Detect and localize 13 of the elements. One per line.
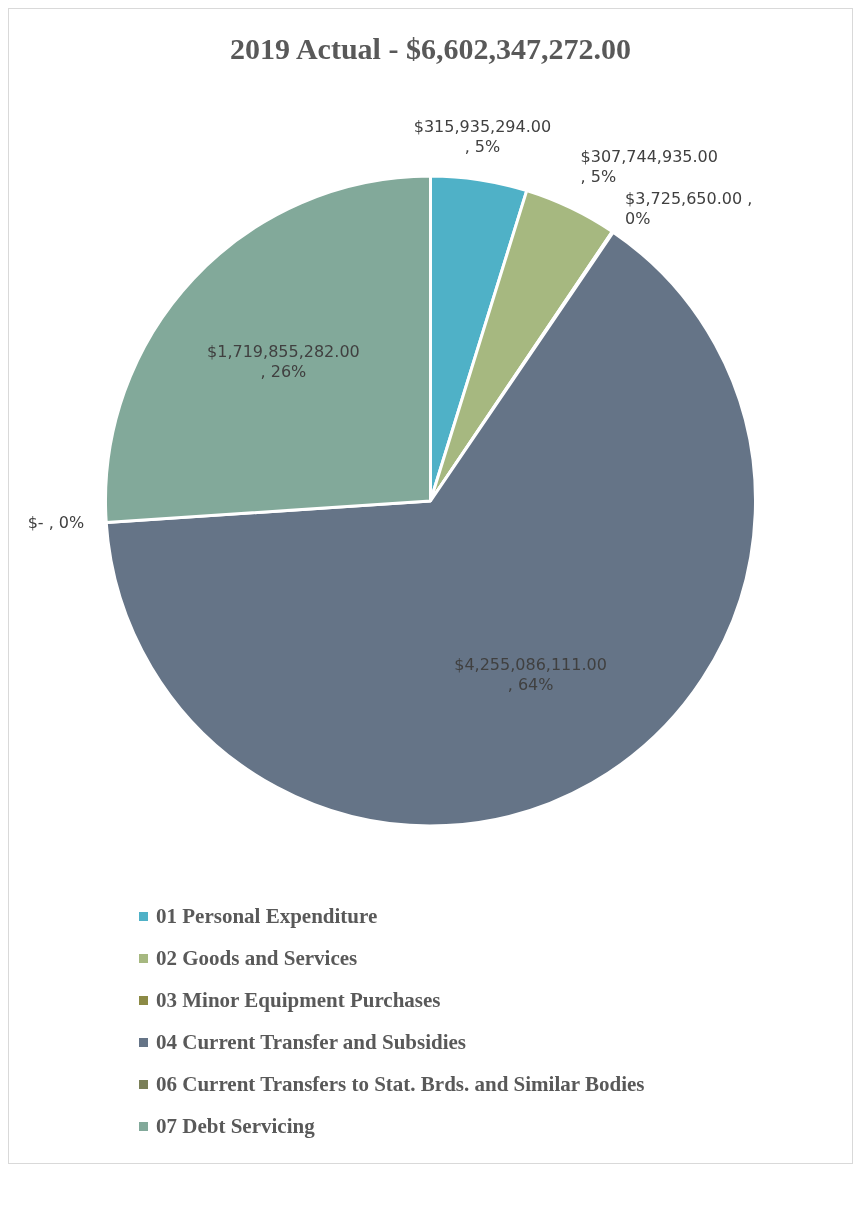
text: $- , 0% <box>27 513 85 533</box>
legend-label: 04 Current Transfer and Subsidies <box>156 1029 467 1055</box>
data-label: $307,744,935.00 , 5% <box>580 147 718 187</box>
data-label: $315,935,294.00 , 5% <box>413 117 552 157</box>
chart-title: 2019 Actual - $6,602,347,272.00 <box>230 31 631 65</box>
data-label: $1,719,855,282.00 , 26% <box>207 342 360 382</box>
legend-label: 06 Current Transfers to Stat. Brds. and Similar Bodies <box>156 1071 645 1097</box>
legend-label: 01 Personal Expenditure <box>156 903 378 929</box>
legend-label: 03 Minor Equipment Purchases <box>156 987 441 1013</box>
data-label: $4,255,086,111.00 , 64% <box>454 655 607 695</box>
legend-label: 07 Debt Servicing <box>156 1113 315 1139</box>
legend-label: 02 Goods and Services <box>156 945 358 971</box>
data-label: $3,725,650.00 , 0% <box>625 189 753 229</box>
